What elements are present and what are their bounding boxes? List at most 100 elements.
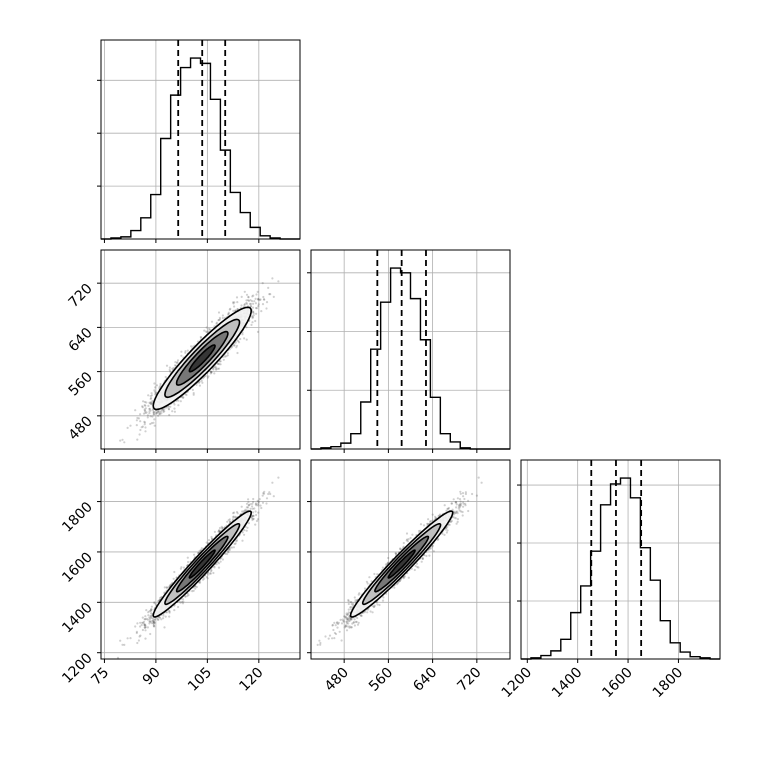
- scatter-point: [261, 303, 265, 306]
- histogram-3: [521, 477, 720, 660]
- scatter-point: [173, 407, 176, 410]
- scatter-point: [146, 416, 149, 419]
- scatter-point: [195, 383, 198, 386]
- scatter-point: [258, 298, 261, 302]
- scatter-point: [145, 411, 148, 414]
- scatter-point: [205, 330, 208, 333]
- scatter-point: [257, 305, 260, 308]
- scatter-point: [246, 506, 250, 509]
- scatter-point: [207, 327, 211, 330]
- scatter-point: [240, 304, 243, 307]
- scatter-point: [232, 515, 235, 518]
- scatter-point: [193, 553, 196, 556]
- scatter-point: [140, 426, 143, 429]
- scatter-point: [150, 622, 153, 625]
- scatter-point: [151, 617, 155, 620]
- scatter-point: [255, 312, 258, 315]
- scatter-point: [221, 558, 224, 561]
- scatter-point: [254, 502, 258, 505]
- scatter-point: [149, 415, 152, 418]
- scatter-point: [269, 492, 272, 496]
- scatter-point: [173, 570, 176, 574]
- scatter-point: [158, 386, 161, 389]
- scatter-point: [245, 302, 248, 305]
- scatter-point: [243, 303, 246, 306]
- scatter-point: [221, 316, 224, 320]
- scatter-point: [219, 363, 222, 366]
- scatter-point: [184, 350, 187, 353]
- scatter-point: [259, 298, 262, 301]
- scatter-point: [143, 408, 146, 411]
- scatter-point: [149, 609, 152, 612]
- scatter-point: [148, 616, 151, 619]
- scatter-point: [153, 418, 156, 421]
- scatter-point: [215, 368, 218, 371]
- scatter-panel-2-1: [119, 277, 280, 444]
- scatter-point: [254, 297, 257, 300]
- contour-1: [188, 344, 216, 373]
- scatter-point: [259, 504, 262, 507]
- scatter-point: [144, 407, 147, 410]
- scatter-point: [239, 337, 242, 341]
- scatter-point: [144, 426, 147, 429]
- scatter-point: [141, 621, 144, 624]
- scatter-point: [256, 290, 259, 293]
- scatter-point: [123, 441, 126, 444]
- scatter-point: [237, 341, 241, 344]
- scatter-point: [149, 422, 152, 426]
- scatter-point: [206, 331, 209, 334]
- scatter-point: [143, 421, 147, 424]
- scatter-point: [143, 400, 146, 404]
- scatter-point: [249, 305, 253, 308]
- scatter-point: [143, 622, 146, 626]
- scatter-point: [157, 414, 160, 417]
- scatter-point: [247, 299, 251, 302]
- scatter-point: [209, 328, 212, 331]
- scatter-point: [151, 399, 154, 403]
- scatter-point: [257, 298, 260, 301]
- scatter-point: [144, 404, 147, 407]
- scatter-point: [210, 370, 213, 374]
- scatter-point: [234, 309, 237, 312]
- scatter-point: [146, 626, 149, 629]
- scatter-point: [192, 392, 195, 395]
- scatter-point: [182, 396, 185, 399]
- scatter-point: [149, 402, 152, 405]
- scatter-point: [167, 405, 170, 408]
- scatter-point: [243, 529, 246, 532]
- scatter-point: [251, 310, 254, 313]
- scatter-point: [168, 368, 171, 371]
- scatter-point: [150, 402, 153, 405]
- scatter-point: [217, 311, 221, 314]
- scatter-point: [248, 302, 251, 305]
- scatter-point: [234, 341, 237, 344]
- scatter-point: [251, 315, 255, 319]
- scatter-point: [219, 360, 222, 363]
- scatter-point: [241, 333, 244, 336]
- scatter-point: [184, 393, 187, 396]
- scatter-point: [180, 350, 183, 353]
- scatter-point: [154, 386, 157, 389]
- scatter-point: [198, 384, 201, 387]
- scatter-point: [181, 602, 185, 605]
- scatter-point: [157, 618, 160, 621]
- scatter-point: [257, 297, 260, 300]
- scatter-point: [171, 367, 174, 370]
- scatter-point: [163, 410, 166, 413]
- scatter-point: [247, 498, 250, 501]
- scatter-point: [145, 609, 148, 612]
- scatter-point: [243, 337, 246, 340]
- scatter-point: [218, 360, 221, 363]
- scatter-point: [251, 321, 254, 324]
- scatter-point: [218, 318, 222, 321]
- scatter-point: [156, 411, 159, 414]
- scatter-point: [232, 301, 235, 304]
- scatter-point: [162, 408, 165, 412]
- scatter-point: [186, 594, 189, 598]
- scatter-point: [179, 400, 182, 403]
- scatter-point: [246, 299, 250, 302]
- scatter-point: [249, 305, 252, 308]
- scatter-point: [251, 300, 254, 303]
- scatter-point: [257, 303, 260, 306]
- scatter-point: [218, 529, 221, 532]
